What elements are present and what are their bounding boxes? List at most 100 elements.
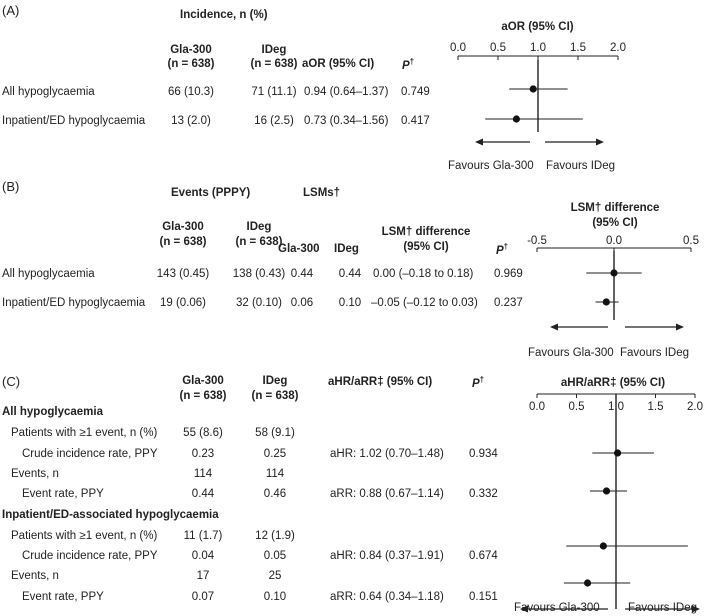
panel-c-cell: 0.332: [469, 488, 498, 500]
panel-a-tick-label: 0.5: [490, 42, 506, 54]
panel-c-col-p: P†: [472, 375, 485, 390]
panel-b-cell: 32 (0.10): [235, 297, 283, 309]
panel-a-cell: 16 (2.5): [254, 115, 294, 127]
panel-b-cell: –0.05 (–0.12 to 0.03): [371, 297, 478, 309]
panel-c-cell: 0.23: [191, 448, 215, 460]
panel-c-favours-right-arrowhead: [692, 605, 700, 613]
panel-c-cell: aRR: 0.88 (0.67–1.14): [330, 488, 444, 500]
panel-c-plot-title: aHR/aRR‡ (95% CI): [560, 377, 666, 389]
panel-c-cell: 17: [196, 570, 210, 582]
panel-b-plot-title-line2: (95% CI): [592, 217, 638, 229]
panel-b-col-diff-ci: (95% CI): [403, 241, 449, 253]
panel-b-tick-label: -0.5: [527, 235, 547, 247]
panel-a-tick-label: 1.5: [570, 42, 586, 54]
panel-a-label: (A): [2, 3, 20, 18]
panel-c-point-estimate: [613, 449, 622, 457]
panel-a-favours-left: Favours Gla-300: [448, 160, 534, 172]
panel-c-favours-left-arrowhead: [520, 605, 528, 613]
panel-b-row-label: Inpatient/ED hypoglycaemia: [2, 297, 146, 309]
panel-b-col-gla-n: (n = 638): [159, 236, 207, 248]
panel-c-favours-right: Favours IDeg: [628, 602, 698, 614]
panel-a-cell: 0.417: [401, 115, 430, 127]
panel-b-tick-label: 0.0: [606, 235, 622, 247]
panel-a-plot-title: aOR (95% CI): [501, 21, 574, 33]
panel-a-col-ideg-n: (n = 638): [250, 58, 298, 70]
panel-c-cell: 0.934: [469, 448, 498, 460]
panel-b-col-p: P†: [496, 242, 509, 257]
panel-b-plot-title-line1: LSM† difference: [570, 202, 660, 214]
panel-c-col-ideg-n: (n = 638): [251, 390, 299, 402]
panel-b-point-estimate: [602, 298, 610, 306]
panel-c-tick-label: 0.5: [569, 401, 585, 413]
panel-c-row-label: Crude incidence rate, PPY: [22, 550, 158, 562]
panel-c-cell: 114: [265, 468, 285, 480]
panel-c-col-gla-name: Gla-300: [182, 375, 224, 387]
panel-c-row-label: Patients with ≥1 event, n (%): [11, 530, 158, 542]
panel-a-point-estimate: [512, 115, 521, 123]
panel-a-favours-right-arrowhead: [596, 138, 604, 146]
panel-a-row-label: Inpatient/ED hypoglycaemia: [2, 115, 146, 127]
panel-c-cell: 114: [193, 468, 213, 480]
panel-b-cell: 0.237: [494, 297, 523, 309]
panel-b-cell: 0.44: [290, 268, 314, 280]
panel-a-col-aor: aOR (95% CI): [302, 58, 375, 70]
panel-c-point-estimate: [599, 542, 607, 550]
panel-c-cell: aRR: 0.64 (0.34–1.18): [330, 591, 444, 603]
panel-b-cell: 0.969: [494, 268, 523, 280]
panel-c-section-title: Inpatient/ED-associated hypoglycaemia: [2, 509, 219, 521]
panel-c-cell: 58 (9.1): [255, 427, 295, 439]
panel-a-tick-label: 2.0: [610, 42, 626, 54]
panel-c-cell: 0.10: [263, 591, 287, 603]
panel-b-cell: 0.06: [290, 297, 314, 309]
panel-a-cell: 13 (2.0): [171, 115, 211, 127]
panel-b-row-label: All hypoglycaemia: [2, 268, 95, 280]
panel-a-favours-right: Favours IDeg: [546, 160, 616, 172]
panel-c-cell: 0.25: [263, 448, 287, 460]
panel-b-tick-label: 0.5: [683, 235, 699, 247]
panel-a-col-p: P†: [402, 57, 415, 72]
panel-c-row-label: Events, n: [11, 468, 59, 480]
panel-b-cell: 0.00 (–0.18 to 0.18): [373, 268, 474, 280]
panel-a-col-gla-name: Gla-300: [170, 44, 212, 56]
panel-b-cell: 138 (0.43): [232, 268, 286, 280]
panel-c-row-label: Patients with ≥1 event, n (%): [11, 427, 158, 439]
panel-b-col-ideg-n: (n = 638): [235, 236, 283, 248]
panel-c-cell: 0.44: [191, 488, 215, 500]
panel-a-cell: 0.73 (0.34–1.56): [304, 115, 389, 127]
panel-c-favours-left: Favours Gla-300: [514, 602, 600, 614]
panel-b-favours-left-arrowhead: [550, 323, 558, 331]
panel-b-cell: 143 (0.45): [156, 268, 210, 280]
panel-b-cell: 0.44: [338, 268, 362, 280]
panel-a-col-ideg-name: IDeg: [261, 44, 287, 56]
panel-c-cell: aHR: 1.02 (0.70–1.48): [330, 448, 444, 460]
panel-c-tick-label: 0.0: [529, 401, 545, 413]
panel-c-cell: 25: [268, 570, 282, 582]
panel-c-section-title: All hypoglycaemia: [2, 406, 103, 418]
panel-a-cell: 0.94 (0.64–1.37): [304, 86, 389, 98]
panel-a-col-gla-n: (n = 638): [167, 58, 215, 70]
panel-c-cell: 55 (8.6): [183, 427, 223, 439]
panel-c-cell: 0.05: [263, 550, 287, 562]
panel-c-cell: 11 (1.7): [183, 530, 223, 542]
panel-a-favours-left-arrowhead: [475, 138, 483, 146]
panel-b-group-events: Events (PPPY): [171, 187, 251, 199]
panel-c-cell: 0.674: [469, 550, 498, 562]
panel-c-col-ideg-name: IDeg: [262, 375, 288, 387]
panel-b-point-estimate: [610, 269, 618, 277]
panel-c-point-estimate: [602, 487, 611, 495]
panel-a-group-header: Incidence, n (%): [180, 9, 268, 21]
panel-c-cell: 0.07: [191, 591, 215, 603]
panel-b-col-diff-name: LSM† difference: [381, 226, 471, 238]
panel-b-cell: 0.10: [338, 297, 362, 309]
panel-c-col-ratio: aHR/aRR‡ (95% CI): [328, 376, 433, 388]
panel-a-cell: 0.749: [401, 86, 430, 98]
panel-c-point-estimate: [583, 579, 592, 587]
panel-b-col-lsm-ideg: IDeg: [334, 243, 359, 255]
panel-b-col-ideg-name: IDeg: [246, 221, 272, 233]
panel-b-col-lsm-gla: Gla-300: [278, 243, 320, 255]
panel-c-cell: 0.04: [191, 550, 215, 562]
panel-a-cell: 66 (10.3): [167, 86, 215, 98]
panel-b-favours-left: Favours Gla-300: [528, 347, 614, 359]
panel-a-cell: 71 (11.1): [251, 86, 297, 98]
